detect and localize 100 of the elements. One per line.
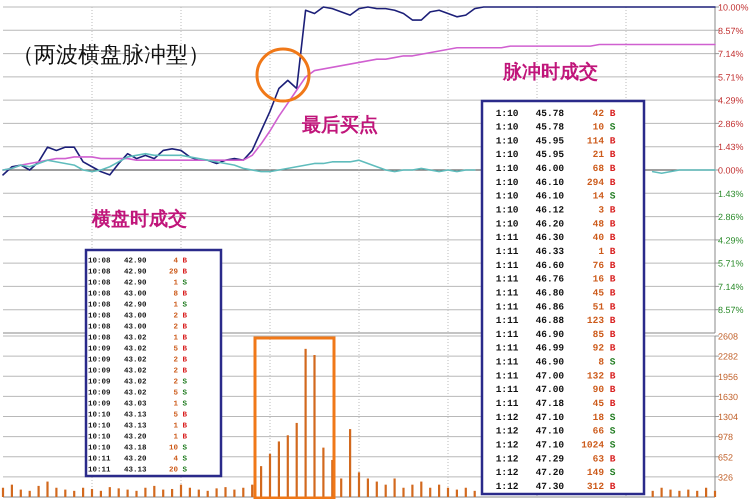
bar [55, 488, 58, 497]
bar [38, 486, 40, 497]
bar [251, 484, 254, 497]
bar [358, 472, 360, 497]
bar [90, 488, 94, 497]
y-tick-label: 8.57% [718, 26, 744, 36]
text: 1:12 47.10 18 S [496, 412, 616, 423]
bar [82, 488, 84, 497]
bar [171, 488, 174, 497]
bar [278, 441, 280, 497]
y-tick-label: 1956 [718, 372, 738, 382]
y-tick-label: 4.29% [718, 96, 744, 106]
text: 1:11 46.30 40 B [496, 232, 616, 244]
y-tick-label: 2282 [718, 352, 738, 362]
text: 1:11 47.18 45 B [496, 398, 616, 410]
y-tick-label: 10.00% [718, 2, 749, 12]
text: 1:11 46.80 45 B [496, 287, 616, 298]
y-tick-label: 1.43% [718, 188, 744, 199]
bar [224, 487, 227, 497]
bar [652, 490, 654, 497]
bar [340, 478, 342, 497]
text: 横盘时成交 [91, 208, 187, 230]
y-tick-label: 5.71% [718, 72, 744, 82]
bar [669, 490, 672, 497]
y-tick-label: 5.71% [718, 258, 744, 269]
text: 1:12 47.10 66 S [496, 426, 616, 437]
bar [446, 488, 450, 497]
bar [188, 488, 191, 497]
bar [313, 355, 316, 497]
y-tick-label: 1630 [718, 392, 738, 402]
y-tick-label: 0.00% [718, 166, 744, 176]
text: 1:11 46.76 16 B [496, 274, 616, 285]
text: 1:11 47.00 132 B [496, 370, 616, 382]
y-tick-label: 2.86% [718, 212, 744, 222]
bar [2, 488, 4, 497]
bar [286, 435, 289, 497]
y-tick-label: 4.29% [718, 235, 744, 246]
y-tick-label: 1.43% [718, 142, 744, 152]
y-tick-label: 2608 [718, 332, 738, 342]
bar [118, 488, 120, 497]
text: 1:11 46.88 123 B [496, 315, 616, 326]
text: 1:12 47.30 312 B [496, 480, 616, 492]
bar [438, 484, 440, 497]
bar [474, 490, 476, 497]
bar [162, 490, 164, 497]
bar [429, 488, 432, 497]
bar [20, 490, 22, 497]
y-tick-label: 1304 [718, 412, 738, 422]
text: 1:10 46.10 14 S [496, 190, 616, 202]
text: 1:10 46.10 294 B [496, 176, 616, 188]
text: 1:11 46.86 51 B [496, 301, 616, 312]
y-tick-label: 7.14% [718, 49, 744, 60]
y-tick-label: 326 [718, 472, 734, 482]
bar [696, 490, 698, 497]
bar [10, 484, 13, 497]
bar [198, 490, 200, 497]
text: 1:10 45.95 114 B [496, 135, 616, 146]
text: 1:11 46.99 92 B [496, 342, 616, 354]
bar [420, 482, 422, 497]
bar [304, 348, 307, 497]
y-tick-label: 7.14% [718, 282, 744, 292]
text: 1:10 45.95 21 B [496, 149, 616, 160]
bar [456, 490, 458, 497]
bar [705, 488, 708, 497]
bar [242, 488, 244, 497]
bar [296, 422, 298, 497]
bar [73, 490, 76, 497]
text: 1:12 47.20 149 S [496, 467, 616, 478]
bar [660, 488, 663, 497]
text: 1:12 47.29 63 B [496, 453, 616, 464]
bar [394, 478, 396, 497]
text: 1:10 46.20 48 B [496, 218, 616, 230]
bar [126, 490, 129, 497]
text: 1:11 46.90 8 S [496, 356, 616, 368]
bar [687, 490, 690, 497]
text: 1:12 47.10 1024 S [496, 439, 616, 450]
line-series [2, 6, 716, 176]
bar [206, 490, 209, 497]
text: 1:11 47.00 90 B [496, 384, 616, 396]
bar [180, 484, 182, 497]
bar [260, 466, 262, 497]
y-tick-label: 8.57% [718, 305, 744, 316]
annotation: 最后买点 [301, 114, 378, 136]
bar [153, 486, 156, 497]
text: 1:10 45.78 10 S [496, 122, 616, 133]
bar [322, 448, 324, 497]
bar [144, 488, 146, 497]
text: 1:11 46.60 76 B [496, 260, 616, 271]
bar [402, 488, 405, 497]
text: 1:11 46.33 1 B [496, 246, 616, 257]
text: 脉冲时成交 [502, 61, 598, 83]
bar [376, 482, 378, 497]
text: （两波横盘脉冲型） [12, 43, 210, 68]
y-tick-label: 2.86% [718, 118, 744, 129]
bar [464, 488, 467, 497]
bar [28, 490, 31, 497]
text: 1:10 46.00 68 B [496, 163, 616, 174]
bar [46, 482, 49, 497]
bar [366, 478, 369, 497]
bar [349, 429, 352, 497]
